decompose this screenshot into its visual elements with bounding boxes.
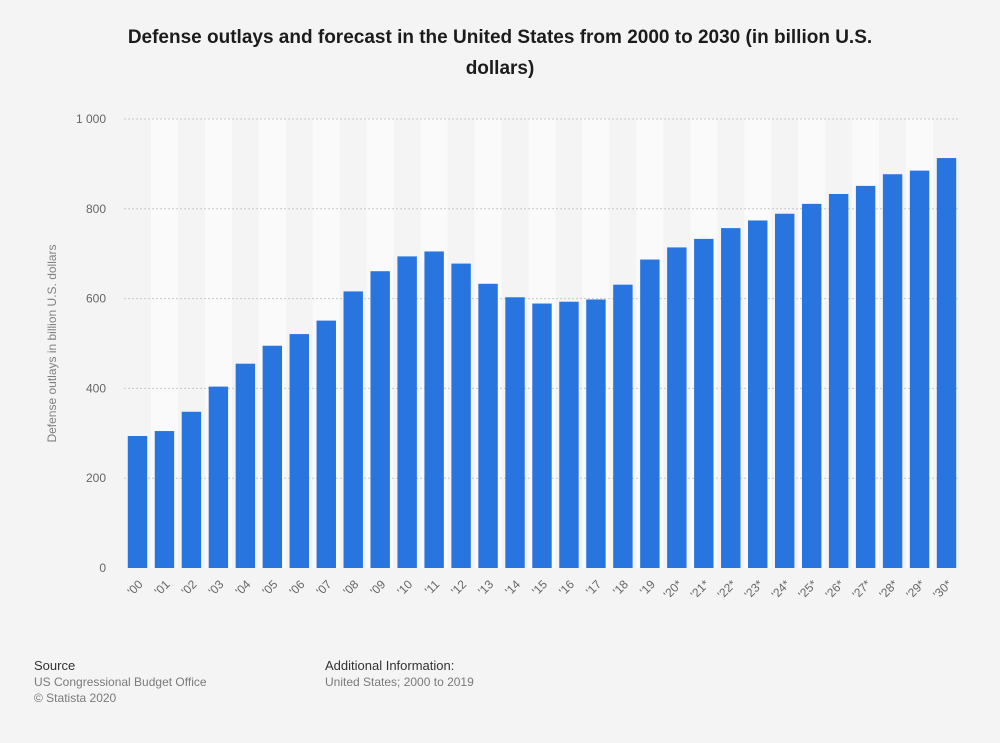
bar-21 [694,238,714,568]
bar-30 [936,158,957,569]
x-tick-label: '26* [823,577,847,601]
x-tick-label: '02 [179,577,200,598]
bar-15 [532,303,552,568]
x-tick-label: '21* [688,577,712,601]
x-tick-label: '19 [637,577,658,598]
bar-14 [505,297,525,568]
x-tick-label: '22* [715,577,739,601]
bar-12 [451,263,471,568]
y-tick-label: 400 [86,381,106,395]
x-tick-label: '08 [340,577,361,598]
x-tick-label: '30* [930,577,954,601]
x-tick-label: '29* [903,577,927,601]
x-tick-label: '06 [286,577,307,598]
bar-24 [775,213,795,568]
bar-04 [235,363,256,568]
x-tick-label: '18 [610,577,631,598]
x-tick-label: '15 [529,577,550,598]
x-tick-label: '27* [849,577,873,601]
x-tick-label: '20* [661,577,685,601]
x-tick-label: '07 [313,577,334,598]
bar-03 [208,386,229,568]
additional-info-text: United States; 2000 to 2019 [325,675,474,689]
bar-02 [181,411,202,568]
bar-28 [882,174,903,569]
y-tick-label: 1 000 [76,112,106,126]
x-tick-label: '28* [876,577,900,601]
bar-07 [316,320,336,568]
additional-info-heading: Additional Information: [325,658,455,673]
bar-25 [801,203,822,568]
bar-00 [127,435,148,568]
x-tick-label: '01 [152,577,173,598]
bar-11 [424,251,444,568]
x-tick-label: '23* [742,577,766,601]
x-tick-label: '17 [583,577,604,598]
x-tick-label: '12 [448,577,469,598]
x-tick-label: '05 [259,577,280,598]
y-tick-label: 200 [86,471,106,485]
x-tick-label: '03 [206,577,227,598]
x-tick-label: '11 [422,577,443,598]
bar-26 [828,193,849,568]
bar-05 [262,345,283,568]
chart-title: Defense outlays and forecast in the Unit… [60,22,940,84]
bar-18 [613,284,633,568]
source-block: Source US Congressional Budget Office © … [34,658,207,706]
bar-08 [343,291,363,568]
bar-20 [667,247,687,568]
x-tick-label: '16 [556,577,577,598]
x-tick-label: '09 [367,577,388,598]
x-tick-label: '14 [502,577,523,598]
source-text: US Congressional Budget Office [34,675,207,689]
y-tick-label: 0 [99,561,106,575]
bar-16 [559,301,579,568]
chart-title-line-2: dollars) [465,58,535,79]
bar-19 [640,259,660,568]
bar-09 [370,271,390,568]
bar-17 [586,299,606,568]
bar-22 [721,228,741,568]
bar-29 [909,170,930,568]
copyright-text: © Statista 2020 [34,691,117,705]
x-tick-label: '04 [233,577,254,598]
y-tick-label: 600 [86,292,106,306]
bar-01 [154,431,175,568]
bar-23 [748,220,768,568]
additional-info-block: Additional Information: United States; 2… [325,658,474,690]
bar-13 [478,283,498,568]
x-tick-label: '10 [394,577,415,598]
x-tick-label: '24* [769,577,793,601]
source-heading: Source [34,658,76,673]
y-tick-label: 800 [86,202,106,216]
y-axis-label: Defense outlays in billion U.S. dollars [45,244,59,442]
x-tick-label: '00 [125,577,146,598]
bar-06 [289,334,309,568]
x-tick-label: '25* [796,577,820,601]
x-tick-label: '13 [475,577,496,598]
bar-27 [855,185,876,568]
bar-10 [397,256,417,568]
chart-title-line-1: Defense outlays and forecast in the Unit… [127,27,873,48]
